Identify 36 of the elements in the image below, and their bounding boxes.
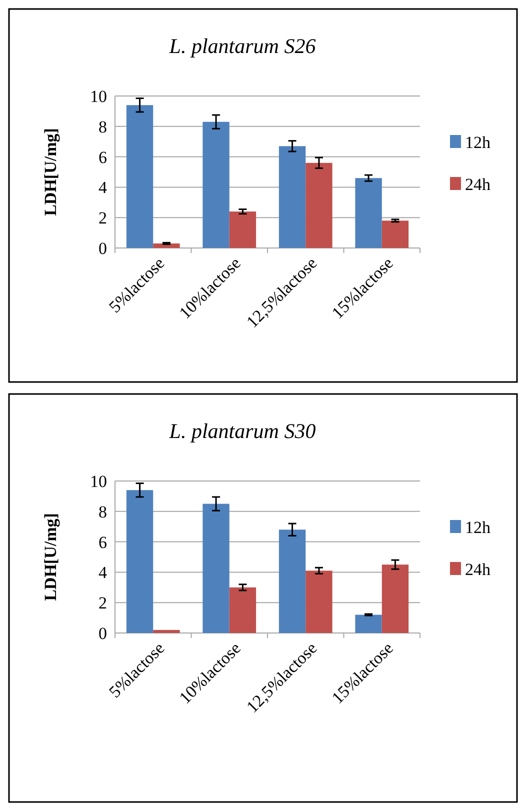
y-tick-label: 6 [98, 148, 107, 167]
bar [202, 122, 230, 248]
y-tick-label: 10 [90, 472, 107, 491]
bar [278, 146, 306, 248]
bar [229, 587, 256, 633]
bar [229, 212, 256, 248]
bar [153, 630, 180, 633]
legend-label: 24h [465, 174, 491, 194]
y-tick-label: 2 [98, 208, 107, 228]
y-tick-label: 4 [98, 178, 108, 198]
bar [126, 105, 154, 248]
y-axis-title: LDH[U/mg] [41, 128, 60, 216]
bar [202, 504, 230, 633]
y-tick-label: 0 [98, 238, 107, 258]
y-tick-label: 2 [98, 594, 107, 613]
y-tick-label: 0 [98, 624, 107, 643]
legend-label: 24h [465, 560, 491, 579]
bar [382, 220, 409, 248]
y-tick-label: 10 [90, 86, 107, 106]
bar [306, 570, 332, 633]
bar [355, 178, 382, 248]
bar [355, 614, 382, 633]
chart-title: L. plantarum S26 [168, 34, 316, 58]
bar [306, 162, 332, 248]
bar [278, 530, 306, 633]
y-tick-label: 6 [98, 532, 107, 552]
y-tick-label: 8 [98, 502, 107, 522]
legend-label: 12h [465, 518, 491, 537]
chart-title: L. plantarum S30 [168, 419, 316, 443]
legend-label: 12h [465, 132, 491, 152]
y-axis-title: LDH[U/mg] [41, 513, 60, 601]
y-tick-label: 4 [98, 563, 108, 582]
bar [382, 564, 409, 633]
y-tick-label: 8 [98, 117, 107, 136]
bar [126, 490, 154, 633]
bar [153, 243, 180, 248]
